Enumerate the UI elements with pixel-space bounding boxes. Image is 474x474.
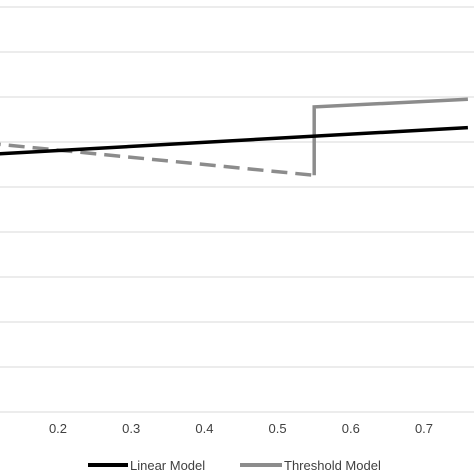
x-tick-label-2: 0.4 — [195, 421, 213, 436]
legend-label-threshold-model: Threshold Model — [284, 458, 381, 473]
legend: Linear Model Threshold Model — [88, 458, 381, 473]
series-threshold-model-dashed — [0, 142, 315, 178]
x-tick-label-5: 0.7 — [415, 421, 433, 436]
x-axis-tick-labels: 0.2 0.3 0.4 0.5 0.6 0.7 — [49, 421, 433, 436]
x-tick-label-0: 0.2 — [49, 421, 67, 436]
x-tick-label-3: 0.5 — [269, 421, 287, 436]
x-tick-label-1: 0.3 — [122, 421, 140, 436]
series-threshold-model-solid — [312, 97, 468, 176]
series-layer — [0, 97, 468, 178]
legend-label-linear-model: Linear Model — [130, 458, 205, 473]
series-linear-model — [0, 125, 468, 156]
x-tick-label-4: 0.6 — [342, 421, 360, 436]
gridlines — [0, 6, 474, 413]
